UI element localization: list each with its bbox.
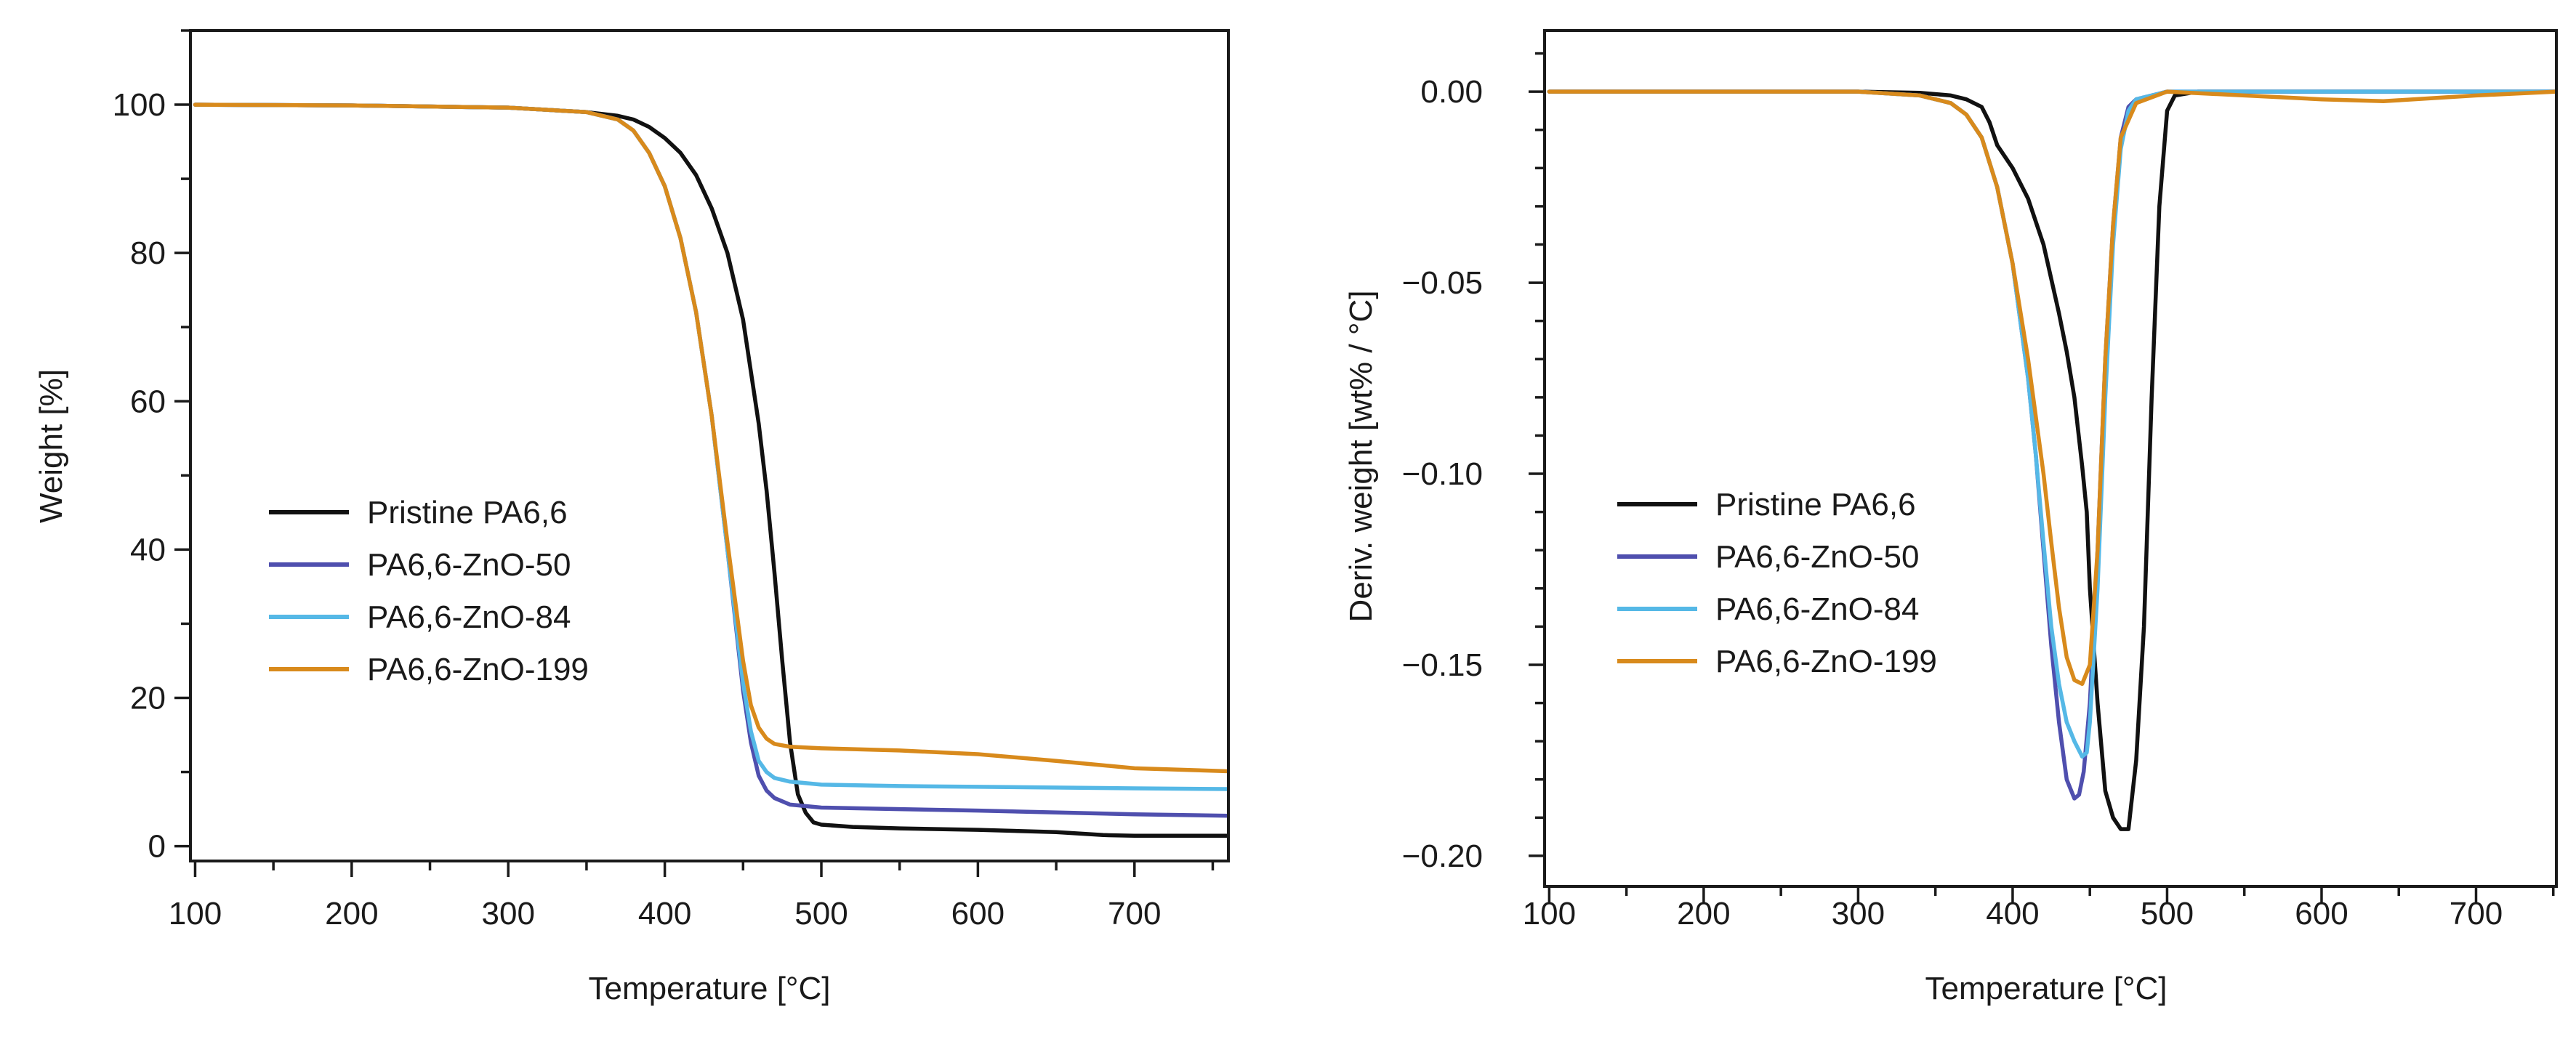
x-tick-label: 600: [2295, 896, 2348, 931]
x-tick-label: 400: [1986, 896, 2039, 931]
x-tick-label: 300: [1832, 896, 1885, 931]
x-tick-label: 500: [794, 896, 848, 931]
weight-chart: 100 200 300 400 500 600 700 0 20 40 60 80 100 Tempera…: [33, 29, 1230, 1006]
series-line-pristine-pa6-6: [1547, 89, 2556, 831]
x-tick-label: 500: [2141, 896, 2194, 931]
x-tick-label: 700: [2450, 896, 2503, 931]
legend-label: PA6,6-ZnO-50: [367, 547, 571, 583]
x-axis-title: Temperature [°C]: [1925, 971, 2167, 1006]
x-tick-label: 300: [482, 896, 535, 931]
legend-label: PA6,6-ZnO-199: [1715, 644, 1937, 679]
series-group: [1547, 89, 2556, 831]
x-tick-label: 400: [638, 896, 691, 931]
legend-label: PA6,6-ZnO-50: [1715, 539, 1919, 575]
x-tick-label: 100: [1523, 896, 1576, 931]
y-axis-title: Weight [%]: [33, 369, 69, 523]
x-tick-label: 200: [325, 896, 378, 931]
x-tick-label: 700: [1108, 896, 1161, 931]
plot-frame: [1543, 29, 2558, 888]
x-tick-label: 100: [169, 896, 222, 931]
legend-label: PA6,6-ZnO-199: [367, 652, 589, 687]
y-tick-label: −0.10: [1402, 456, 1483, 492]
legend-label: Pristine PA6,6: [1715, 487, 1916, 522]
y-tick-label: 60: [130, 384, 166, 419]
x-tick-label: 200: [1677, 896, 1730, 931]
deriv-weight-chart: 100 200 300 400 500 600 700 0.00 −0.05 −0.10 −0.15…: [1343, 29, 2558, 1006]
y-tick-label: 0.00: [1420, 74, 1483, 110]
series-line-pa6-6-zno-50: [1547, 89, 2556, 801]
y-tick-label: 0: [148, 829, 166, 865]
legend: Pristine PA6,6 PA6,6-ZnO-50 PA6,6-ZnO-84 PA…: [269, 495, 589, 687]
legend-label: Pristine PA6,6: [367, 495, 568, 530]
y-tick-label: 20: [130, 680, 166, 716]
y-tick-label: −0.15: [1402, 647, 1483, 683]
y-tick-label: −0.05: [1402, 265, 1483, 301]
series-line-pristine-pa6-6: [193, 102, 1228, 838]
series-line-pa6-6-zno-199: [193, 102, 1228, 774]
y-tick-label: −0.20: [1402, 838, 1483, 874]
legend: Pristine PA6,6 PA6,6-ZnO-50 PA6,6-ZnO-84 PA…: [1617, 487, 1937, 679]
x-axis-title: Temperature [°C]: [588, 971, 830, 1006]
x-tick-label: 600: [951, 896, 1005, 931]
y-axis-title: Deriv. weight [wt% / °C]: [1343, 291, 1379, 623]
series-group: [193, 102, 1228, 838]
plot-frame: [189, 29, 1230, 862]
y-tick-label: 100: [113, 87, 166, 123]
series-line-pa6-6-zno-199: [1547, 89, 2556, 687]
legend-label: PA6,6-ZnO-84: [1715, 591, 1919, 627]
legend-label: PA6,6-ZnO-84: [367, 599, 571, 635]
y-tick-label: 80: [130, 235, 166, 271]
y-tick-label: 40: [130, 532, 166, 567]
